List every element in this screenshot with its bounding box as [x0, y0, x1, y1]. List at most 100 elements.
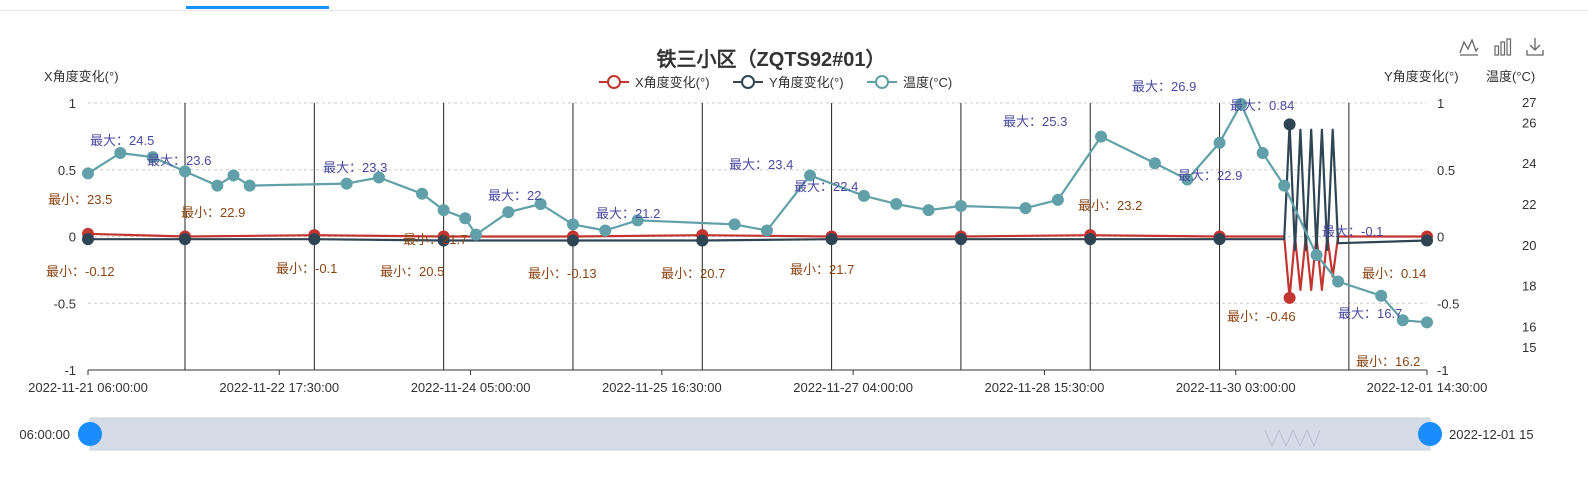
- series-2-point: [227, 169, 240, 182]
- series-2-point: [1095, 130, 1108, 143]
- series-1-point: [954, 233, 967, 246]
- max-label: 最大：26.9: [1132, 79, 1196, 94]
- series-2-point: [1235, 98, 1248, 111]
- series-1-point: [437, 234, 450, 247]
- max-label: 最大：22.9: [1178, 168, 1242, 183]
- min-label: 最小：21.7: [790, 262, 854, 277]
- min-label: 最小：-0.1: [276, 261, 337, 276]
- series-2-point: [922, 204, 935, 217]
- series-1-point: [825, 233, 838, 246]
- min-label: 最小：-0.46: [1227, 309, 1296, 324]
- series-2-point: [469, 228, 482, 241]
- series-2-point: [1421, 316, 1433, 329]
- legend-label: 温度(°C): [903, 75, 952, 90]
- series-2-point: [340, 177, 353, 190]
- series-2-point: [211, 179, 224, 192]
- y-left-tick-label: 0: [69, 230, 76, 245]
- max-label: 最大：23.6: [147, 153, 211, 168]
- series-2-point: [954, 200, 967, 213]
- y-right1-tick-label: -1: [1437, 363, 1449, 378]
- series-1-point: [82, 233, 94, 246]
- series-2-point: [243, 179, 256, 192]
- y-right2-tick-label: 15: [1522, 340, 1536, 355]
- download-icon[interactable]: [1524, 36, 1546, 58]
- min-label: 最小：22.9: [181, 205, 245, 220]
- max-label: 最大：21.2: [596, 206, 660, 221]
- min-label: 最小：23.5: [48, 192, 112, 207]
- x-tick-label: 2022-11-25 16:30:00: [602, 380, 722, 395]
- series-2-point: [372, 171, 385, 184]
- series-2-point: [631, 214, 644, 227]
- zoom-slider-end-handle[interactable]: [1418, 422, 1442, 446]
- series-2-point: [114, 147, 127, 159]
- zoom-slider-start-handle[interactable]: [78, 422, 102, 446]
- x-tick-label: 2022-11-21 06:00:00: [28, 380, 148, 395]
- series-2-point: [890, 198, 903, 210]
- y-left-tick-label: 0.5: [58, 163, 76, 178]
- legend-swatch-marker: [607, 75, 621, 89]
- y-right2-tick-label: 24: [1522, 156, 1536, 171]
- series-2-point: [459, 212, 472, 225]
- series-line-2: [87, 102, 1428, 324]
- min-label: 最小：21.7: [403, 232, 467, 247]
- x-tick-label: 2022-11-22 17:30:00: [219, 380, 339, 395]
- y-right2-tick-label: 26: [1522, 115, 1536, 130]
- series-2-point: [1148, 157, 1161, 170]
- legend-swatch-marker: [875, 75, 889, 89]
- series-line-1: [88, 123, 1428, 251]
- y-right2-tick-label: 16: [1522, 319, 1536, 334]
- y-right1-tick-label: 0: [1437, 230, 1444, 245]
- y-right2-tick-label: 20: [1522, 238, 1536, 253]
- y-left-axis-label: X角度变化(°): [44, 69, 119, 84]
- series-2-point: [857, 189, 870, 202]
- series-2-point: [416, 187, 429, 200]
- series-2-point: [804, 169, 817, 182]
- zoom-slider-preview: [1264, 428, 1321, 448]
- series-2-point: [1256, 147, 1269, 159]
- tab-active-indicator[interactable]: [186, 6, 329, 9]
- series-1-point: [566, 234, 579, 247]
- zoom-slider-track: [89, 417, 1431, 451]
- y-right1-tick-label: -0.5: [1437, 296, 1459, 311]
- series-2-point: [1375, 289, 1388, 302]
- max-label: 最大：25.3: [1003, 114, 1067, 129]
- x-tick-label: 2022-11-24 05:00:00: [411, 380, 531, 395]
- min-label: 最小：23.2: [1078, 198, 1142, 213]
- series-1-point: [308, 233, 321, 246]
- series-2-point: [534, 198, 547, 210]
- series-2-point: [1396, 314, 1409, 327]
- x-min-point: [1283, 291, 1296, 304]
- series-2-point: [1019, 202, 1032, 215]
- series-1-point: [1421, 234, 1433, 247]
- max-label: 最大：-0.1: [1322, 224, 1383, 239]
- series-2-point: [437, 204, 450, 217]
- series-2-point: [146, 151, 159, 164]
- y-right2-tick-label: 22: [1522, 197, 1536, 212]
- tab-bar: [0, 0, 1588, 11]
- max-label: 最大：22.4: [794, 179, 858, 194]
- min-label: 最小：-0.13: [528, 266, 597, 281]
- min-label: 最小：16.2: [1356, 354, 1420, 369]
- x-tick-label: 2022-11-27 04:00:00: [793, 380, 913, 395]
- min-label: 最小：0.14: [1362, 266, 1426, 281]
- series-2-point: [1051, 193, 1064, 206]
- series-2-point: [728, 218, 741, 231]
- max-label: 最大：23.4: [729, 157, 793, 172]
- chart-title: 铁三小区（ZQTS92#01）: [657, 47, 886, 71]
- bar-chart-icon[interactable]: [1492, 36, 1514, 58]
- series-1-point: [696, 234, 709, 247]
- y-right1-axis-label: Y角度变化(°): [1384, 69, 1459, 84]
- series-2-point: [599, 224, 612, 237]
- series-2-point: [760, 224, 773, 237]
- max-label: 最大：24.5: [90, 133, 154, 148]
- zoom-slider-start-label: 06:00:00: [19, 427, 70, 442]
- max-label: 最大：0.84: [1230, 98, 1294, 113]
- series-2-point: [502, 206, 515, 219]
- series-2-point: [1310, 249, 1323, 261]
- max-label: 最大：23.3: [323, 160, 387, 175]
- line-chart-icon[interactable]: [1458, 36, 1480, 58]
- y-left-tick-label: -1: [64, 363, 76, 378]
- max-label: 最大：16.7: [1338, 306, 1402, 321]
- x-tick-label: 2022-12-01 14:30:00: [1367, 380, 1488, 395]
